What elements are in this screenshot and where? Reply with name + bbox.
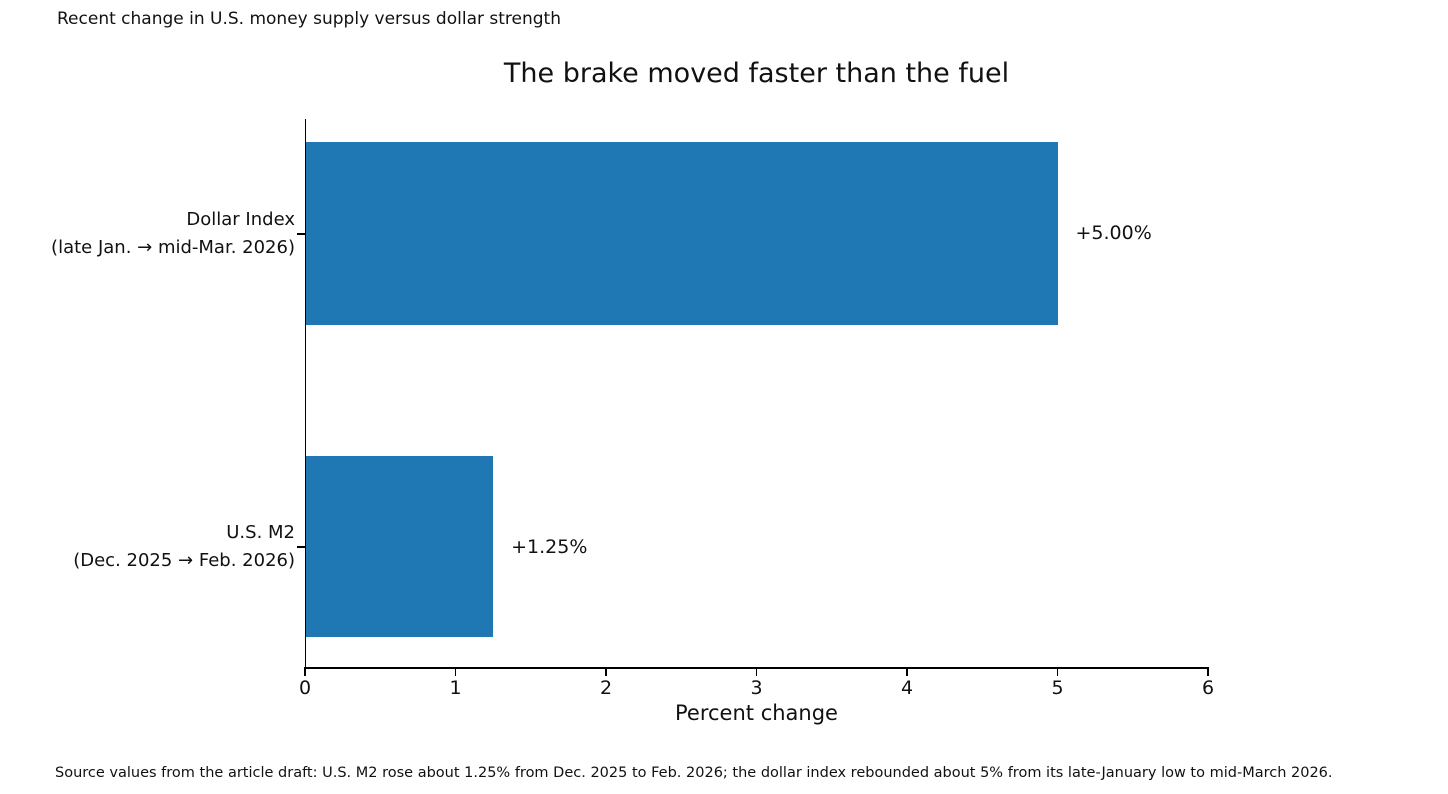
x-axis-line [304, 667, 1209, 669]
y-category-label-dollar-index: Dollar Index (late Jan. → mid-Mar. 2026) [0, 206, 295, 262]
chart-title: The brake moved faster than the fuel [503, 58, 1010, 89]
y-tick-mark [297, 546, 305, 548]
x-tick-label: 5 [1051, 677, 1064, 699]
x-tick-mark [1056, 668, 1059, 676]
x-tick-label: 6 [1201, 677, 1215, 699]
source-note: Source values from the article draft: U.… [55, 765, 1333, 781]
x-axis-title: Percent change [675, 701, 838, 725]
category-name: U.S. M2 [226, 522, 295, 543]
category-period: (Dec. 2025 → Feb. 2026) [73, 550, 295, 571]
figure-annotation: Recent change in U.S. money supply versu… [57, 9, 561, 29]
plot-area [305, 120, 1208, 668]
x-tick-mark [755, 668, 758, 676]
x-tick-mark [605, 668, 607, 676]
category-period: (late Jan. → mid-Mar. 2026) [51, 237, 295, 258]
bar-value-label: +5.00% [1075, 222, 1152, 244]
y-axis-line [304, 119, 307, 669]
y-tick-mark [297, 233, 305, 235]
x-tick-label: 2 [599, 677, 613, 699]
x-tick-mark [454, 668, 457, 676]
x-tick-mark [1207, 668, 1209, 676]
category-name: Dollar Index [186, 209, 295, 230]
bar-us-m2 [305, 456, 494, 637]
bar-value-label: +1.25% [511, 536, 588, 558]
x-tick-label: 0 [298, 677, 312, 699]
x-tick-mark [304, 668, 306, 676]
bar-dollar-index [305, 142, 1058, 325]
x-tick-mark [906, 668, 908, 676]
x-tick-label: 1 [449, 677, 462, 699]
x-tick-label: 4 [900, 677, 914, 699]
y-category-label-us-m2: U.S. M2 (Dec. 2025 → Feb. 2026) [0, 519, 295, 575]
x-tick-label: 3 [750, 677, 763, 699]
